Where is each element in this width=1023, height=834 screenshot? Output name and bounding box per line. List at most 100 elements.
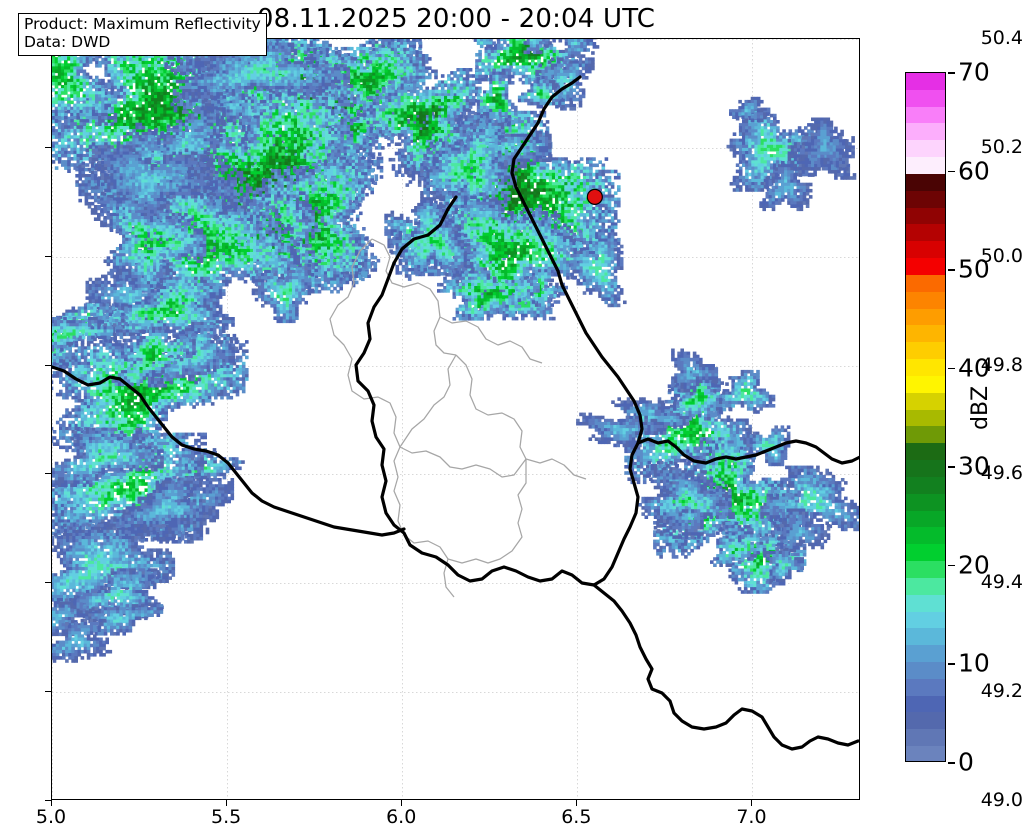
radar-echo-cell bbox=[76, 122, 81, 127]
radar-echo-cell bbox=[64, 129, 68, 133]
radar-echo-cell bbox=[52, 132, 56, 136]
radar-echo-cell bbox=[116, 73, 121, 77]
radar-echo-cell bbox=[54, 122, 59, 127]
radar-echo-cell bbox=[123, 119, 127, 124]
radar-echo-cell bbox=[110, 85, 115, 90]
radar-echo-cell bbox=[79, 153, 84, 158]
radar-echo-cell bbox=[76, 163, 81, 167]
radar-echo-cell bbox=[119, 88, 124, 93]
radar-echo-cell bbox=[92, 135, 96, 139]
radar-echo-cell bbox=[57, 119, 62, 124]
radar-echo-cell bbox=[104, 88, 108, 93]
radar-echo-cell bbox=[126, 126, 130, 130]
y-axis-labels bbox=[0, 0, 47, 834]
radar-echo-cell bbox=[79, 138, 84, 142]
radar-echo-cell bbox=[79, 150, 84, 155]
radar-echo-cell bbox=[123, 126, 127, 130]
radar-echo-cell bbox=[123, 85, 127, 90]
radar-echo-cell bbox=[98, 138, 102, 142]
radar-echo-cell bbox=[76, 129, 81, 133]
radar-echo-cell bbox=[119, 76, 124, 80]
radar-echo-cell bbox=[113, 104, 118, 108]
radar-echo-cell bbox=[54, 150, 59, 155]
radar-echo-cell bbox=[85, 153, 90, 158]
radar-echo-cell bbox=[110, 135, 115, 139]
radar-echo-cell bbox=[123, 101, 127, 105]
radar-echo-cell bbox=[61, 132, 65, 136]
radar-echo-cell bbox=[61, 138, 65, 142]
radar-echo-cell bbox=[54, 153, 59, 158]
radar-echo-cell bbox=[73, 119, 77, 124]
radar-echo-cell bbox=[52, 160, 56, 164]
radar-echo-cell bbox=[113, 135, 118, 139]
radar-echo-cell bbox=[54, 157, 59, 161]
radar-echo-cell bbox=[116, 64, 121, 68]
radar-echo-cell bbox=[126, 119, 130, 124]
radar-echo-cell bbox=[101, 138, 105, 142]
radar-echo-cell bbox=[126, 57, 130, 62]
radar-echo-cell bbox=[57, 138, 62, 142]
radar-echo-cell bbox=[79, 147, 84, 152]
radar-echo-cell bbox=[92, 138, 96, 142]
radar-echo-cell bbox=[113, 79, 118, 84]
radar-echo-cell bbox=[116, 79, 121, 84]
radar-echo-cell bbox=[61, 144, 65, 149]
radar-echo-cell bbox=[67, 119, 71, 124]
radar-echo-cell bbox=[104, 70, 108, 74]
radar-echo-cell bbox=[119, 57, 124, 62]
radar-echo-cell bbox=[107, 126, 112, 130]
radar-echo-cell bbox=[119, 119, 124, 124]
radar-echo-cell bbox=[110, 129, 115, 133]
radar-echo-cell bbox=[76, 147, 81, 152]
radar-echo-cell bbox=[126, 73, 130, 77]
radar-echo-cell bbox=[79, 135, 84, 139]
radar-echo-cell bbox=[104, 138, 108, 142]
radar-echo-cell bbox=[61, 116, 65, 121]
radar-echo-cell bbox=[92, 126, 96, 130]
radar-echo-cell bbox=[116, 54, 121, 59]
radar-echo-cell bbox=[116, 60, 121, 65]
radar-echo-cell bbox=[116, 129, 121, 133]
gridline-vertical bbox=[227, 39, 229, 799]
radar-echo-cell bbox=[82, 126, 87, 130]
radar-echo-cell bbox=[113, 85, 118, 90]
radar-echo-cell bbox=[113, 82, 118, 87]
radar-echo-cell bbox=[61, 147, 65, 152]
radar-echo-cell bbox=[107, 64, 112, 68]
radar-echo-cell bbox=[101, 126, 105, 130]
radar-echo-cell bbox=[119, 126, 124, 130]
radar-echo-cell bbox=[126, 116, 130, 121]
radar-echo-cell bbox=[123, 73, 127, 77]
radar-echo-cell bbox=[92, 119, 96, 124]
plot-inner bbox=[52, 39, 859, 799]
radar-echo-cell bbox=[126, 104, 130, 108]
radar-echo-cell bbox=[107, 141, 112, 146]
radar-echo-cell bbox=[119, 64, 124, 68]
radar-echo-cell bbox=[67, 138, 71, 142]
radar-echo-cell bbox=[85, 135, 90, 139]
gridline-vertical bbox=[752, 39, 754, 799]
radar-echo-cell bbox=[123, 104, 127, 108]
radar-echo-cell bbox=[104, 95, 108, 99]
radar-echo-cell bbox=[123, 113, 127, 118]
radar-echo-cell bbox=[104, 67, 108, 71]
radar-echo-cell bbox=[67, 166, 71, 170]
radar-echo-cell bbox=[82, 113, 87, 118]
radar-echo-cell bbox=[52, 144, 56, 149]
radar-echo-cell bbox=[64, 132, 68, 136]
radar-echo-cell bbox=[54, 129, 59, 133]
radar-echo-cell bbox=[79, 144, 84, 149]
radar-echo-cell bbox=[110, 73, 115, 77]
radar-echo-cell bbox=[73, 166, 77, 170]
radar-echo-cell bbox=[119, 95, 124, 99]
radar-echo-cell bbox=[113, 126, 118, 130]
radar-echo-cell bbox=[104, 91, 108, 96]
radar-echo-cell bbox=[119, 91, 124, 96]
radar-echo-cell bbox=[76, 160, 81, 164]
radar-echo-cell bbox=[88, 147, 93, 152]
radar-echo-cell bbox=[116, 126, 121, 130]
radar-echo-cell bbox=[123, 107, 127, 111]
radar-echo-cell bbox=[95, 132, 99, 136]
radar-echo-cell bbox=[126, 76, 130, 80]
radar-echo-cell bbox=[123, 82, 127, 87]
